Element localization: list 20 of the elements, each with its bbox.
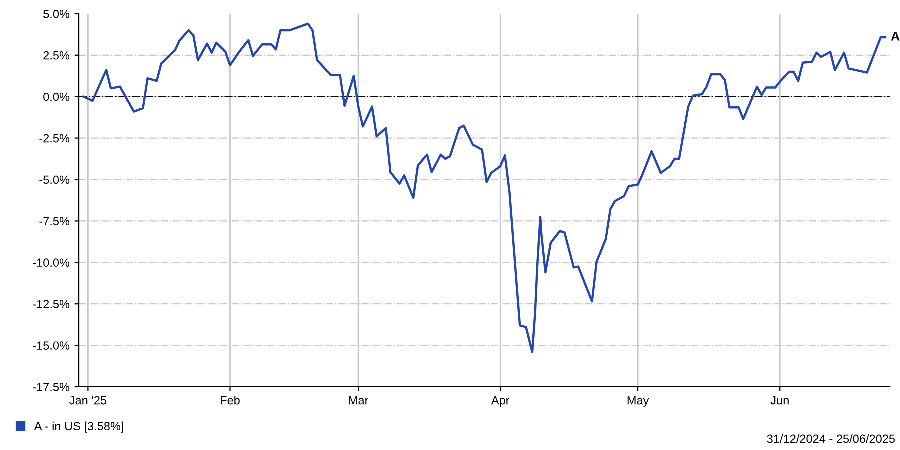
x-tick-label: Apr (491, 396, 510, 408)
x-tick-label: Jun (770, 396, 789, 405)
y-tick-label: -12.5% (33, 300, 70, 308)
annotation: A (891, 32, 900, 41)
y-tick-label: -17.5% (33, 383, 70, 392)
y-tick-label: -10.0% (33, 258, 70, 268)
y-tick-label: -7.5% (40, 217, 70, 226)
y-tick-label: -5.0% (40, 176, 70, 184)
x-tick-label: Jan '25 (70, 396, 107, 405)
y-tick-label: 2.5% (44, 51, 70, 60)
x-tick-label: May (628, 396, 650, 408)
y-tick-label: 0.0% (44, 92, 70, 102)
legend-label: A - in US [3.58%] (34, 422, 124, 433)
y-tick-label: -2.5% (40, 134, 70, 143)
x-tick-label: Feb (221, 396, 240, 405)
y-tick-label: -15.0% (33, 342, 70, 350)
text: 31/12/2024 - 25/06/2025 (767, 434, 896, 444)
x-tick-label: Mar (349, 396, 369, 405)
line-series (82, 22, 887, 354)
y-tick-label: 5.0% (44, 10, 70, 18)
